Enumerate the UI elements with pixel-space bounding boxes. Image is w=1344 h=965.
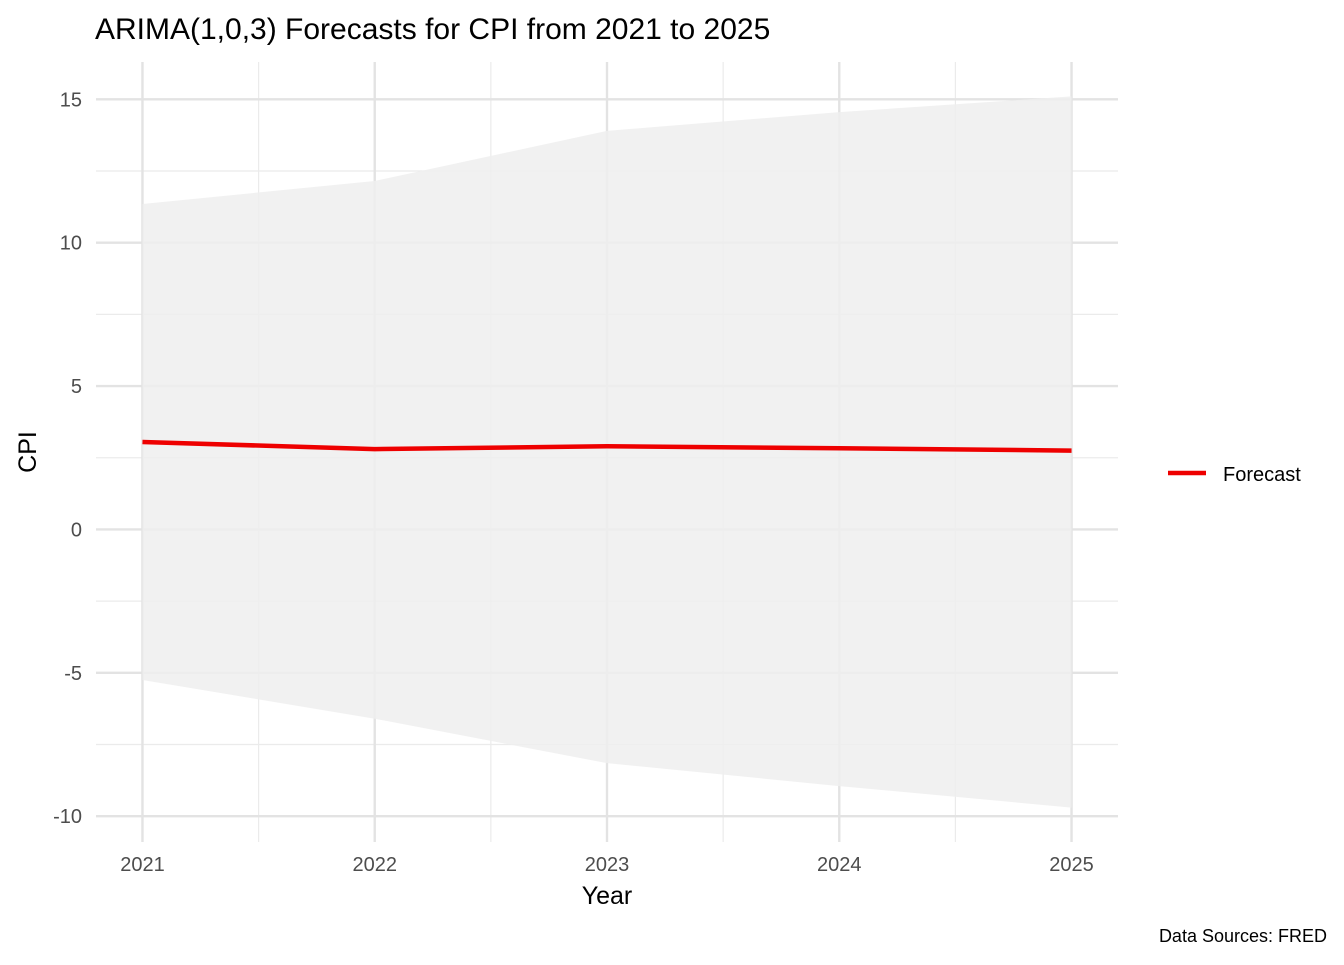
- chart-title: ARIMA(1,0,3) Forecasts for CPI from 2021…: [95, 13, 770, 46]
- confidence-band: [142, 96, 1071, 807]
- y-tick-label: 0: [71, 519, 82, 541]
- y-tick-label: 15: [60, 89, 82, 111]
- y-tick-label: -10: [53, 806, 82, 828]
- confidence-band-layer: [142, 96, 1071, 807]
- y-tick-label: -5: [64, 663, 82, 685]
- caption: Data Sources: FRED: [1159, 926, 1327, 946]
- x-tick-label: 2024: [817, 854, 862, 876]
- y-axis-title: CPI: [14, 431, 42, 473]
- x-tick-label: 2025: [1049, 854, 1094, 876]
- y-tick-label: 10: [60, 233, 82, 255]
- x-tick-label: 2021: [120, 854, 165, 876]
- legend: Forecast: [1168, 464, 1301, 486]
- x-axis-title: Year: [582, 882, 633, 910]
- y-tick-label: 5: [71, 376, 82, 398]
- legend-label-forecast: Forecast: [1223, 464, 1301, 486]
- x-tick-label: 2022: [352, 854, 397, 876]
- x-tick-label: 2023: [585, 854, 630, 876]
